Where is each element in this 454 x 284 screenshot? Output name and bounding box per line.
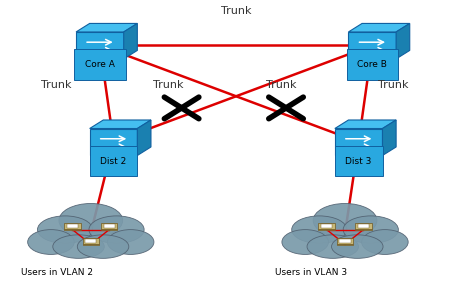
Ellipse shape bbox=[313, 203, 377, 237]
Text: Users in VLAN 3: Users in VLAN 3 bbox=[275, 268, 347, 277]
Text: Core B: Core B bbox=[357, 60, 387, 69]
FancyBboxPatch shape bbox=[337, 238, 353, 243]
Ellipse shape bbox=[282, 229, 329, 254]
FancyBboxPatch shape bbox=[64, 229, 81, 230]
FancyBboxPatch shape bbox=[358, 224, 369, 228]
Ellipse shape bbox=[307, 235, 359, 258]
FancyBboxPatch shape bbox=[104, 224, 115, 228]
Text: Dist 3: Dist 3 bbox=[345, 156, 372, 166]
Polygon shape bbox=[90, 120, 151, 128]
Polygon shape bbox=[138, 120, 151, 156]
FancyBboxPatch shape bbox=[67, 224, 78, 228]
Text: Trunk: Trunk bbox=[153, 80, 183, 90]
FancyBboxPatch shape bbox=[355, 229, 371, 230]
Ellipse shape bbox=[53, 235, 104, 258]
Text: Dist 2: Dist 2 bbox=[100, 156, 127, 166]
Polygon shape bbox=[396, 24, 410, 59]
Polygon shape bbox=[349, 32, 396, 59]
Ellipse shape bbox=[77, 235, 129, 258]
Text: Users in VLAN 2: Users in VLAN 2 bbox=[21, 268, 93, 277]
FancyBboxPatch shape bbox=[355, 223, 371, 229]
FancyBboxPatch shape bbox=[337, 244, 353, 245]
Text: Core A: Core A bbox=[85, 60, 115, 69]
Ellipse shape bbox=[28, 229, 74, 254]
FancyBboxPatch shape bbox=[101, 229, 118, 230]
Polygon shape bbox=[76, 32, 123, 59]
Polygon shape bbox=[90, 128, 138, 156]
Ellipse shape bbox=[292, 216, 347, 243]
Polygon shape bbox=[349, 24, 410, 32]
Ellipse shape bbox=[38, 216, 93, 243]
Polygon shape bbox=[76, 24, 138, 32]
Polygon shape bbox=[383, 120, 396, 156]
Polygon shape bbox=[335, 128, 383, 156]
Ellipse shape bbox=[107, 229, 154, 254]
Text: Trunk: Trunk bbox=[41, 80, 71, 90]
FancyBboxPatch shape bbox=[85, 239, 96, 243]
Ellipse shape bbox=[343, 216, 398, 243]
Text: Trunk: Trunk bbox=[266, 80, 297, 90]
Polygon shape bbox=[335, 120, 396, 128]
FancyBboxPatch shape bbox=[319, 229, 335, 230]
FancyBboxPatch shape bbox=[83, 238, 99, 243]
Text: Trunk: Trunk bbox=[221, 6, 252, 16]
FancyBboxPatch shape bbox=[83, 244, 99, 245]
FancyBboxPatch shape bbox=[340, 239, 350, 243]
Polygon shape bbox=[123, 24, 138, 59]
FancyBboxPatch shape bbox=[321, 224, 332, 228]
Text: Trunk: Trunk bbox=[378, 80, 409, 90]
Ellipse shape bbox=[59, 203, 123, 237]
FancyBboxPatch shape bbox=[319, 223, 335, 229]
Ellipse shape bbox=[89, 216, 144, 243]
Ellipse shape bbox=[331, 235, 383, 258]
Ellipse shape bbox=[361, 229, 408, 254]
FancyBboxPatch shape bbox=[101, 223, 118, 229]
FancyBboxPatch shape bbox=[64, 223, 81, 229]
